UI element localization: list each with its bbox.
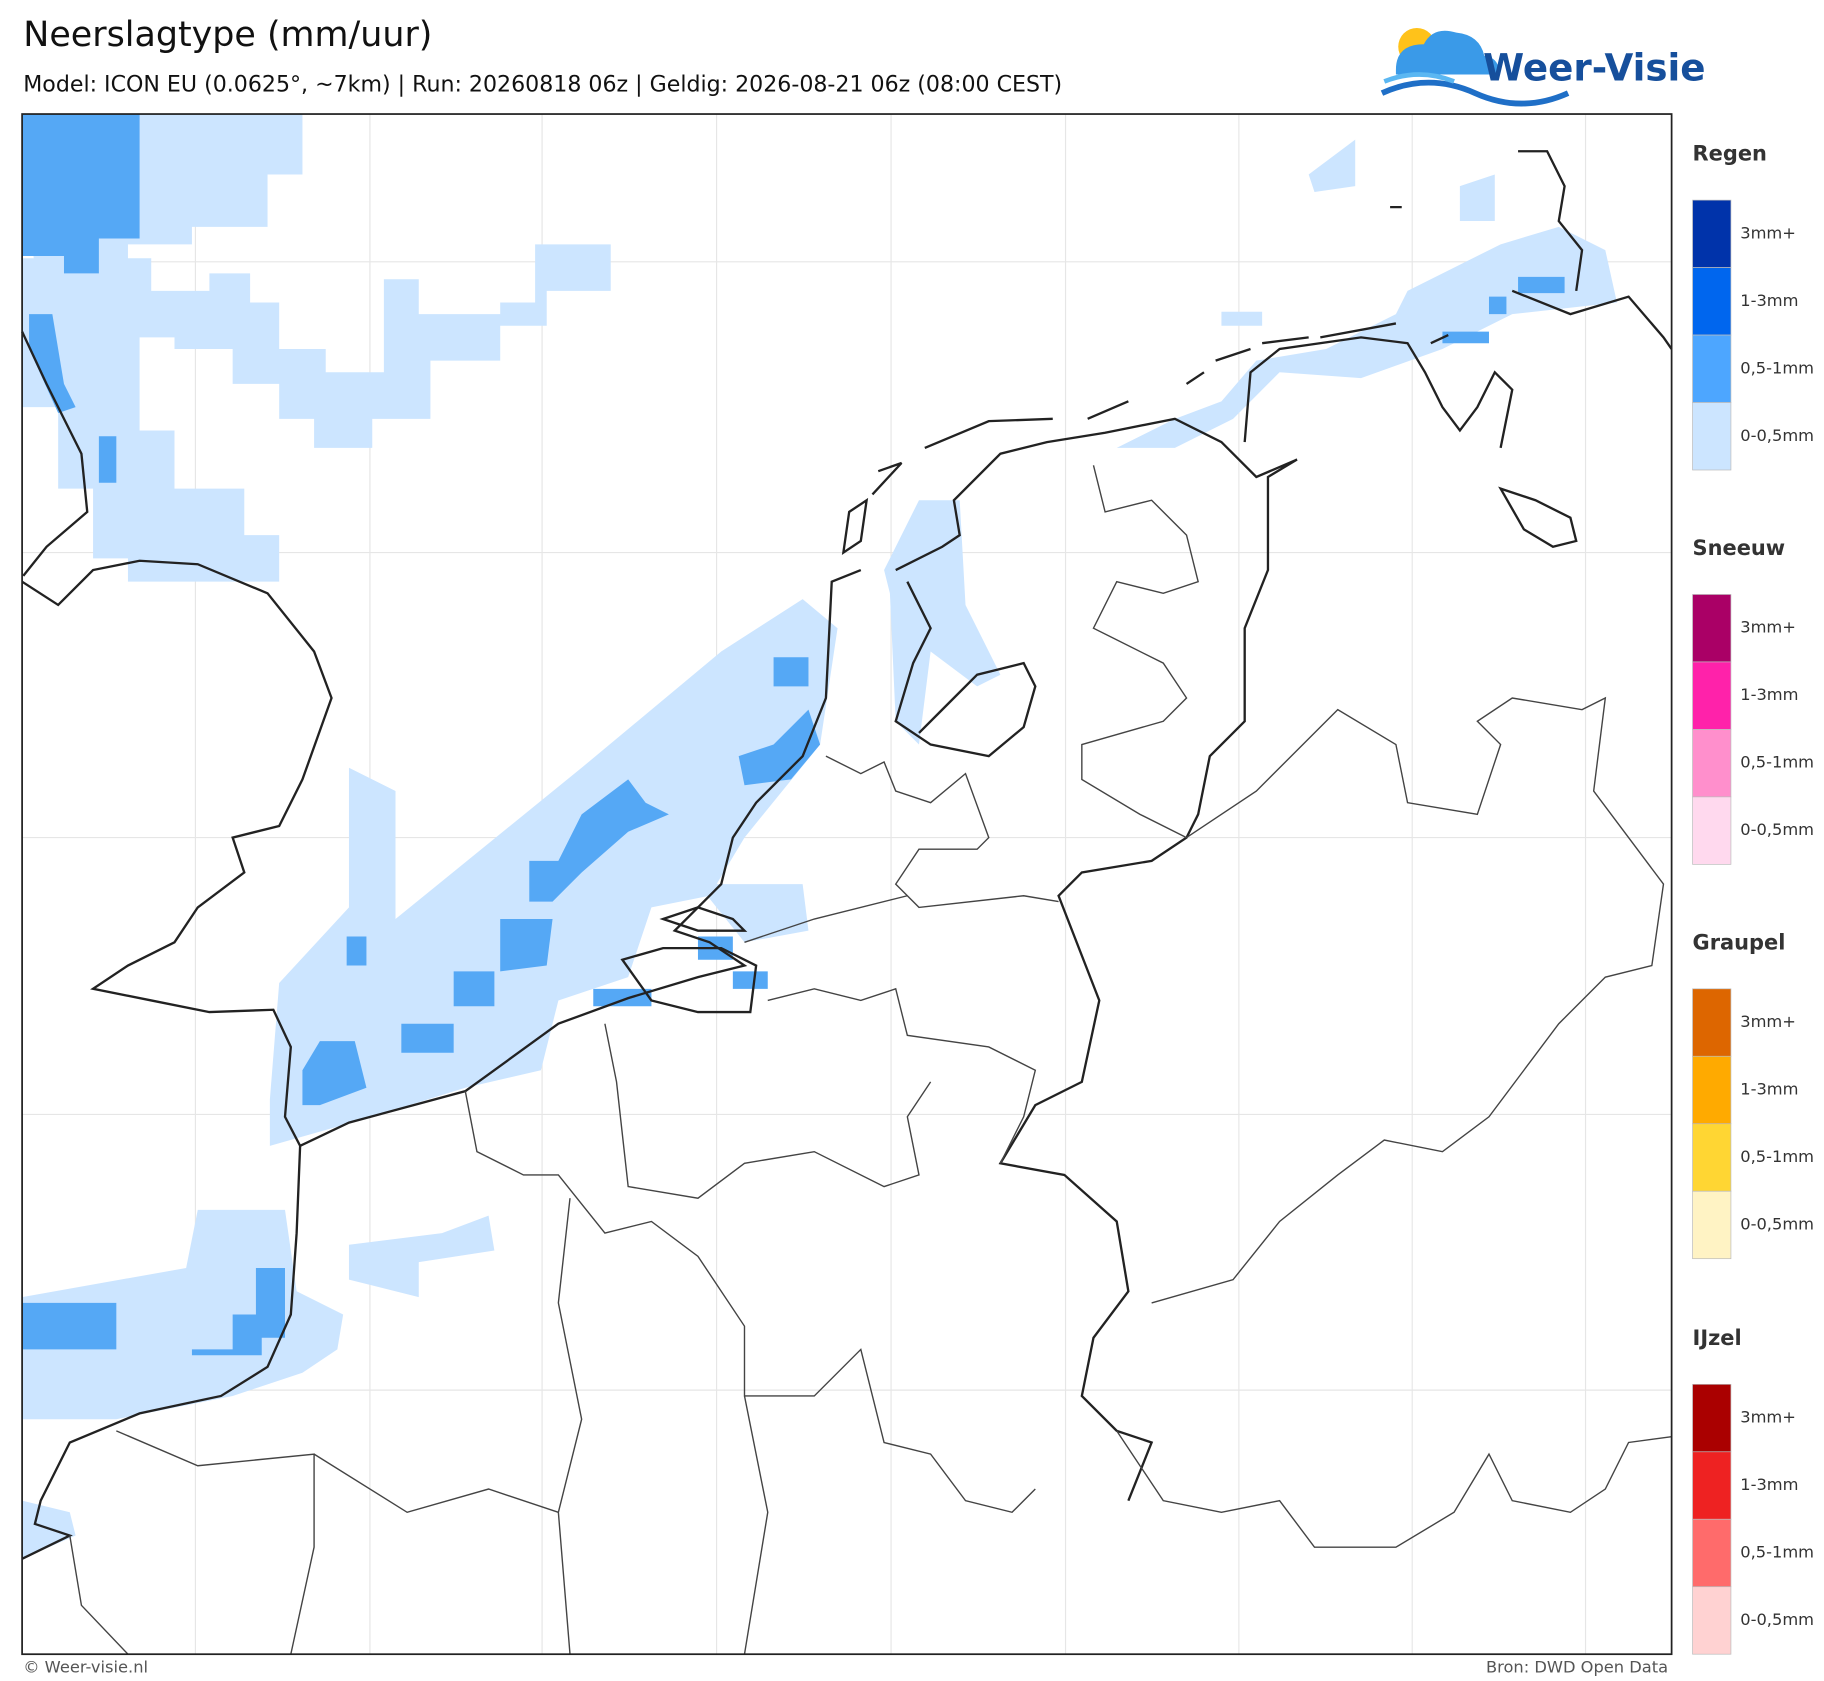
legend-swatch	[1692, 988, 1732, 1057]
legend-label: 0,5-1mm	[1740, 358, 1814, 377]
legend-label: 0-0,5mm	[1740, 1610, 1814, 1629]
legend: Regen 3mm+ 1-3mm 0,5-1mm 0-0,5mm Sneeuw 3mm+ 1-…	[1692, 142, 1814, 1655]
legend-title: Sneeuw	[1693, 536, 1786, 560]
legend-label: 1-3mm	[1740, 685, 1798, 704]
precip-medium	[22, 114, 1565, 1356]
legend-label: 1-3mm	[1740, 1080, 1798, 1099]
legend-swatch	[1692, 1383, 1732, 1453]
legend-label: 3mm+	[1740, 618, 1796, 637]
legend-swatch	[1692, 661, 1732, 730]
legend-swatch	[1692, 1586, 1732, 1655]
legend-swatch	[1692, 402, 1732, 471]
legend-label: 0,5-1mm	[1740, 1147, 1814, 1166]
subtitle: Model: ICON EU (0.0625°, ~7km) | Run: 20…	[23, 71, 1062, 97]
legend-label: 0-0,5mm	[1740, 820, 1814, 839]
legend-swatch	[1692, 267, 1732, 336]
legend-swatch	[1692, 729, 1732, 798]
logo-text: Weer-Visie	[1483, 45, 1705, 89]
legend-label: 0,5-1mm	[1740, 753, 1814, 772]
legend-swatch	[1692, 796, 1732, 865]
legend-swatch	[1692, 1190, 1732, 1260]
legend-title: Graupel	[1693, 930, 1786, 954]
legend-title: Regen	[1693, 142, 1767, 166]
title: Neerslagtype (mm/uur)	[23, 15, 432, 55]
borders	[69, 465, 1672, 1655]
legend-swatch	[1692, 334, 1732, 403]
legend-label: 1-3mm	[1740, 291, 1798, 310]
legend-label: 1-3mm	[1740, 1475, 1798, 1494]
legend-label: 3mm+	[1740, 1012, 1796, 1031]
footer-left: © Weer-visie.nl	[23, 1658, 148, 1677]
legend-label: 0,5-1mm	[1740, 1543, 1814, 1562]
coastline	[21, 150, 1673, 1560]
legend-label: 3mm+	[1740, 223, 1796, 242]
legend-swatch	[1692, 1518, 1732, 1588]
legend-title: IJzel	[1693, 1326, 1742, 1350]
legend-swatch	[1692, 1123, 1732, 1192]
legend-swatch	[1692, 1451, 1732, 1520]
legend-label: 3mm+	[1740, 1408, 1796, 1427]
legend-label: 0-0,5mm	[1740, 426, 1814, 445]
legend-swatch	[1692, 199, 1732, 268]
legend-swatch	[1692, 1055, 1732, 1125]
footer-right: Bron: DWD Open Data	[1486, 1658, 1668, 1677]
logo: Weer-Visie	[1380, 27, 1706, 107]
legend-swatch	[1692, 594, 1732, 663]
map	[21, 113, 1673, 1656]
legend-label: 0-0,5mm	[1740, 1214, 1814, 1233]
